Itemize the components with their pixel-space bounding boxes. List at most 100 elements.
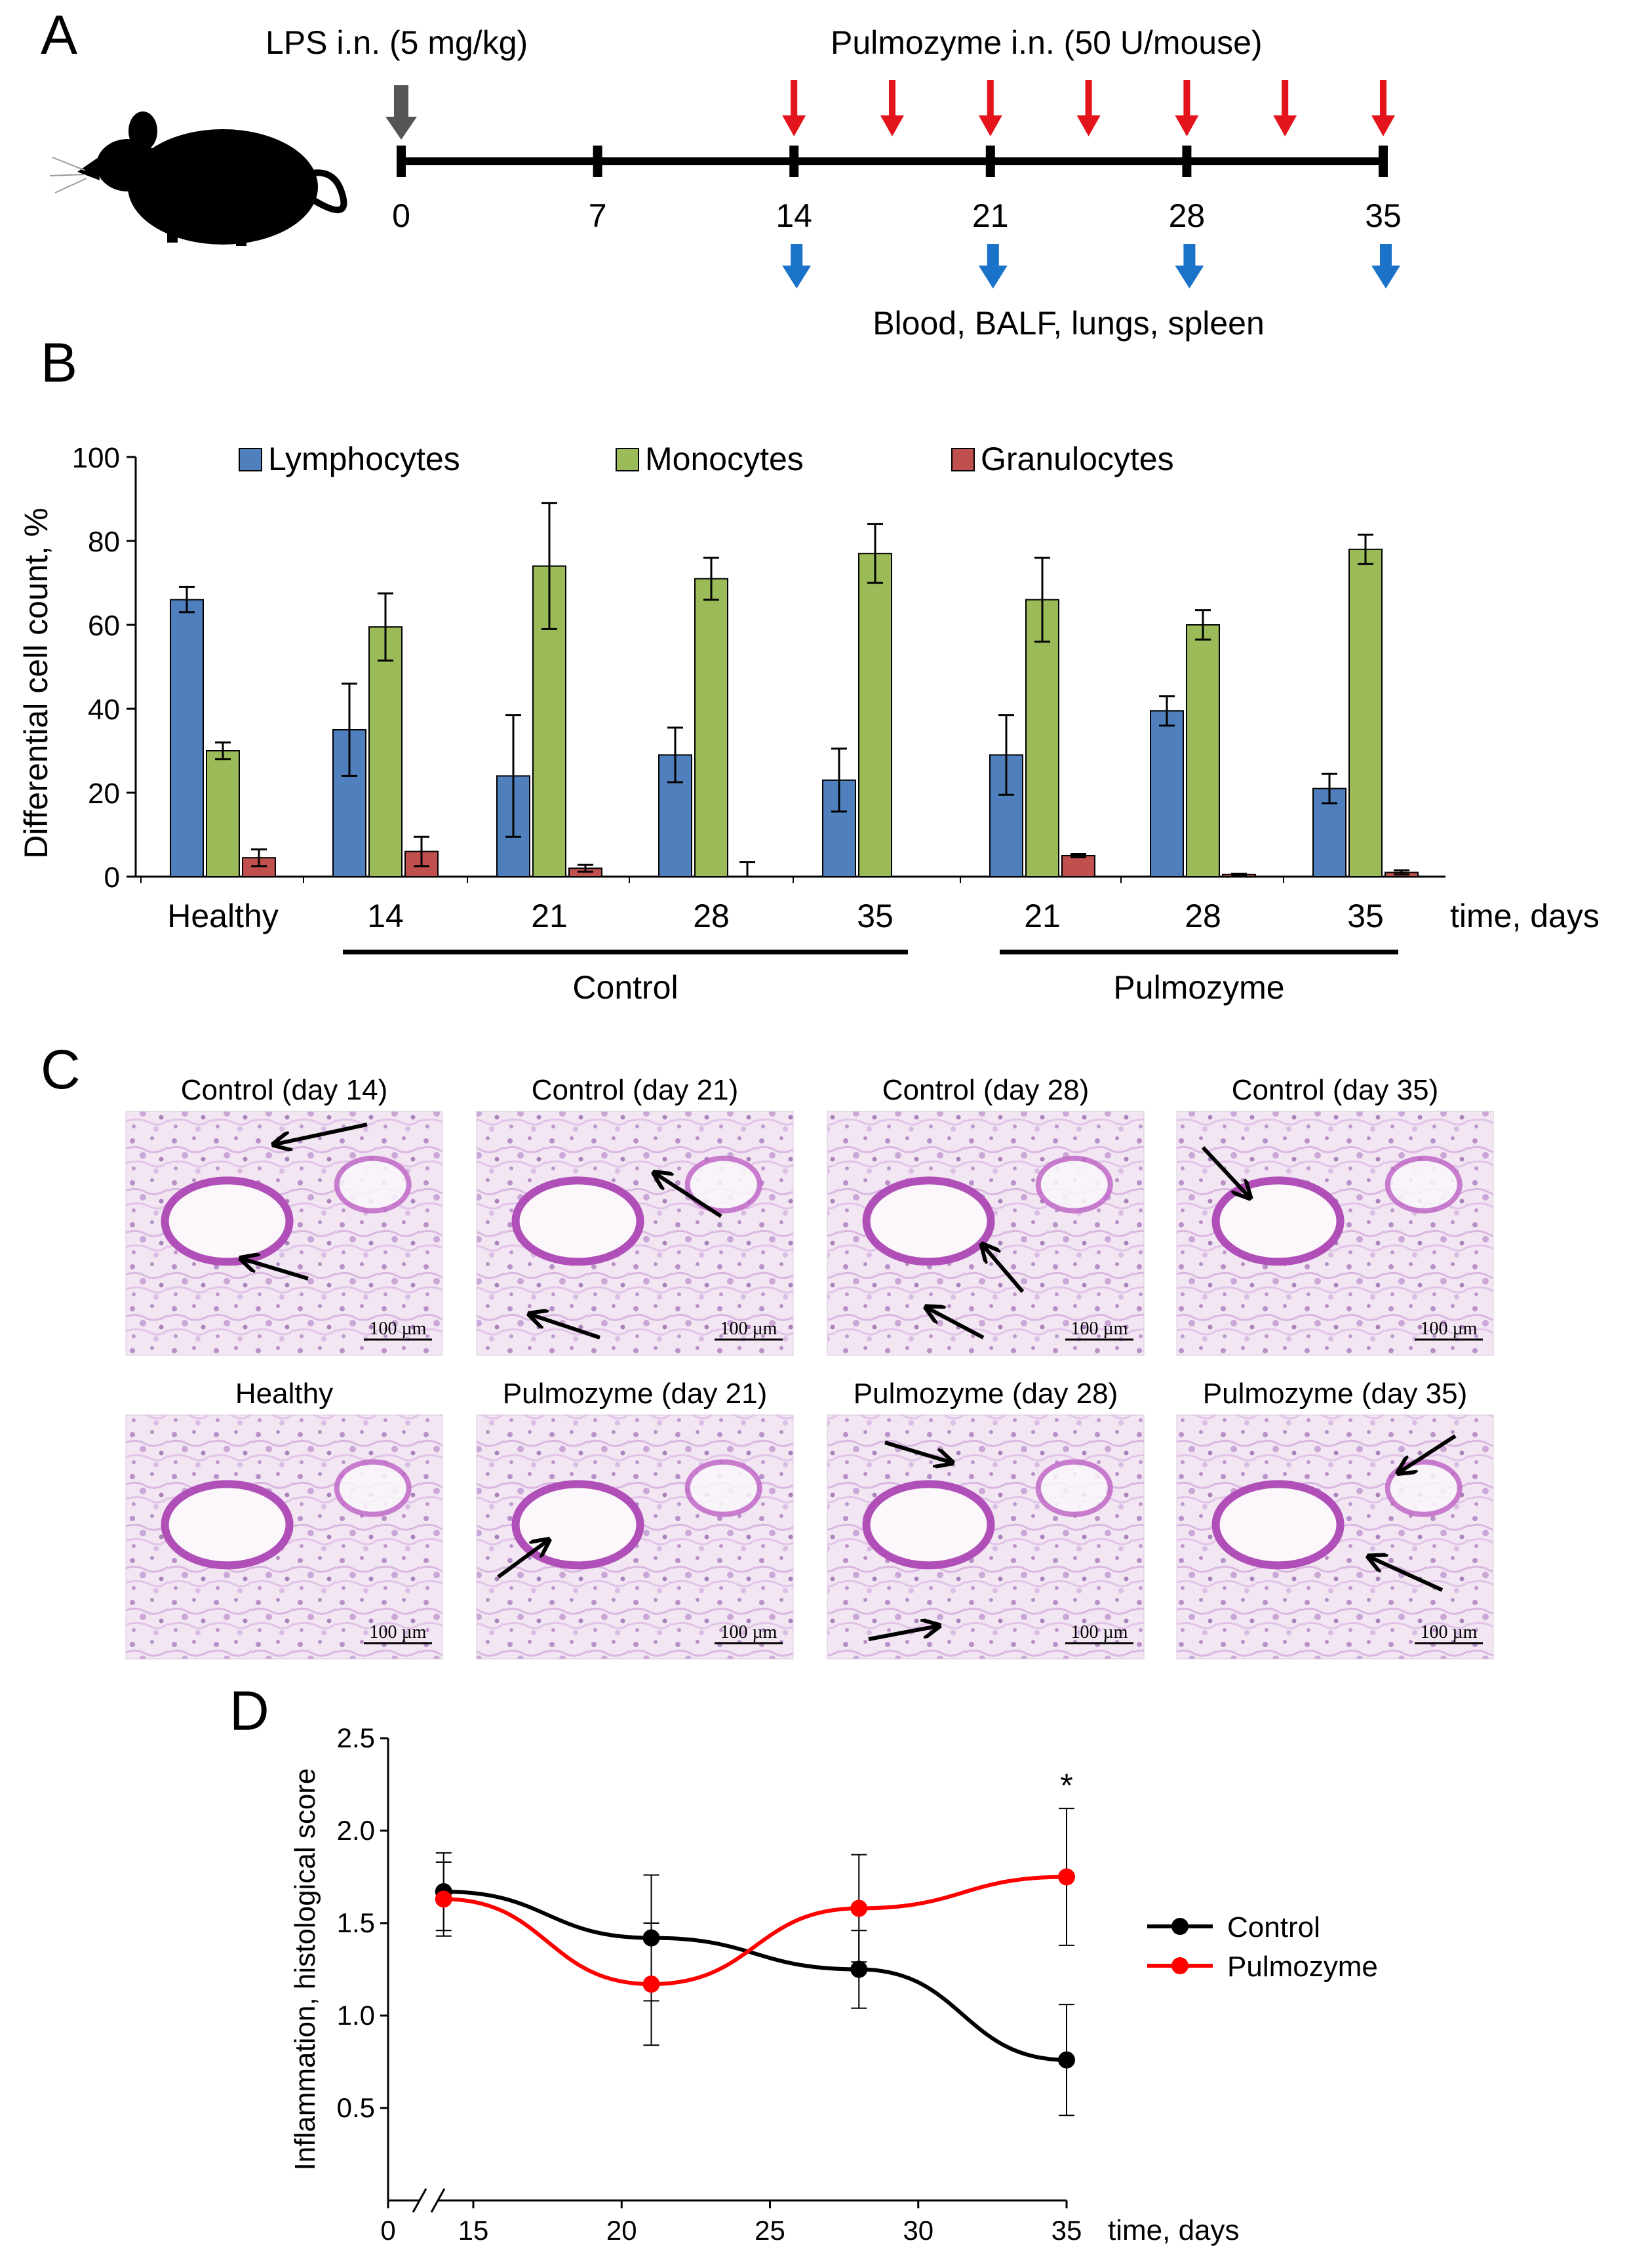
- x-tick-label: Healthy: [167, 898, 279, 934]
- annotation-arrow: [983, 1246, 1025, 1293]
- timeline-tick-label: 21: [972, 197, 1009, 234]
- panel-b: B 0 20 40 60 80 100 Differential cell count, %…: [18, 332, 1600, 1006]
- group-label: Control: [572, 969, 678, 1006]
- sampling-arrow-head: [1175, 266, 1204, 288]
- airway-lumen: [684, 1155, 762, 1214]
- annotation-arrow: [884, 1441, 951, 1462]
- treatment-arrow: [1175, 80, 1199, 136]
- line-control: [443, 1890, 1067, 2062]
- significance-marker: *: [1060, 1767, 1072, 1804]
- scale-bar-label: 100 µm: [1421, 1622, 1478, 1642]
- point-control: [850, 1960, 868, 1978]
- airway-lumen: [511, 1176, 644, 1266]
- x-tick-label: 35: [1051, 2215, 1082, 2246]
- x-tick-label: 21: [531, 898, 568, 934]
- bar-granulocytes: [1061, 855, 1095, 877]
- treatment-arrow-head: [1371, 115, 1395, 136]
- y-tick-label: 100: [72, 442, 120, 474]
- pulmozyme-label: Pulmozyme i.n. (50 U/mouse): [831, 24, 1263, 61]
- annotation-arrow: [1400, 1434, 1457, 1472]
- treatment-arrow-shaft: [889, 80, 895, 121]
- bar-monocytes: [1186, 624, 1220, 877]
- histology-image: Control (day 14) 100 µm: [125, 1074, 443, 1356]
- point-pulmozyme: [1058, 1868, 1075, 1886]
- histology-title: Pulmozyme (day 35): [1203, 1378, 1467, 1410]
- x-tick-label: 25: [755, 2215, 785, 2246]
- scale-bar-label: 100 µm: [1421, 1319, 1478, 1339]
- legend-swatch-lymphocytes: [239, 448, 262, 471]
- timeline-tick-label: 28: [1169, 197, 1206, 234]
- annotation-arrow: [868, 1626, 937, 1641]
- sampling-arrow-shaft: [987, 244, 999, 270]
- sampling-arrows: [782, 244, 1400, 288]
- histology-image: Pulmozyme (day 28) 100 µm: [827, 1378, 1145, 1660]
- airway-lumen: [1035, 1459, 1113, 1517]
- point-pulmozyme: [850, 1900, 868, 1917]
- annotation-arrow: [275, 1123, 368, 1144]
- y-tick-label: 2.5: [337, 1722, 375, 1753]
- sampling-label: Blood, BALF, lungs, spleen: [873, 305, 1265, 342]
- timeline-tick-label: 0: [392, 197, 410, 234]
- legend-label-control: Control: [1227, 1911, 1320, 1943]
- scale-bar-label: 100 µm: [1071, 1622, 1128, 1642]
- y-tick-label: 80: [88, 526, 120, 558]
- legend-label-granulocytes: Granulocytes: [981, 441, 1174, 477]
- histology-title: Healthy: [235, 1378, 333, 1410]
- airway-lumen: [1211, 1480, 1345, 1570]
- bar-lymphocytes: [170, 599, 204, 877]
- panel-a: A LPS i.n. (5 mg/kg) Pulmozyme i.n. (50 …: [41, 4, 1402, 342]
- point-control: [1058, 2051, 1075, 2069]
- scale-bar-label: 100 µm: [370, 1622, 427, 1642]
- treatment-arrow: [978, 80, 1002, 136]
- differential-cell-chart: 0 20 40 60 80 100 Differential cell count, % He…: [18, 441, 1600, 1006]
- histology-image: Control (day 35) 100 µm: [1176, 1074, 1494, 1356]
- treatment-arrow: [782, 80, 806, 136]
- sampling-arrow-shaft: [1380, 244, 1392, 270]
- bar-lymphocytes: [1150, 710, 1184, 877]
- lps-arrow: [385, 85, 417, 140]
- x-tick-label: 28: [693, 898, 730, 934]
- histology-title: Pulmozyme (day 28): [854, 1378, 1118, 1410]
- histology-title: Pulmozyme (day 21): [503, 1378, 767, 1410]
- annotation-arrow: [497, 1541, 547, 1579]
- x-tick-label: 30: [903, 2215, 933, 2246]
- y-tick-label: 1.5: [337, 1907, 375, 1938]
- timeline-tick-label: 14: [776, 197, 812, 234]
- airway-lumen: [862, 1176, 995, 1266]
- sampling-arrow: [978, 244, 1008, 288]
- sampling-arrow-head: [782, 266, 812, 288]
- legend-swatch-granulocytes: [951, 448, 975, 471]
- bar-monocytes: [1025, 599, 1059, 877]
- histological-score-chart: 0.5 1.0 1.5 2.0 2.5 0 15 20 25 30 35 Inflammation, …: [289, 1722, 1378, 2246]
- scale-bar-label: 100 µm: [720, 1622, 777, 1642]
- axis-break: [412, 2188, 427, 2213]
- x-tick-label: 20: [606, 2215, 637, 2246]
- treatment-arrow-head: [978, 115, 1002, 136]
- airway-lumen: [862, 1480, 995, 1570]
- sampling-arrow: [1371, 244, 1400, 288]
- treatment-arrow: [1273, 80, 1297, 136]
- point-pulmozyme: [642, 1976, 660, 1993]
- treatment-arrow: [880, 80, 904, 136]
- histology-title: Control (day 21): [532, 1074, 738, 1106]
- x-tick-label: 35: [857, 898, 894, 934]
- sampling-arrow-head: [978, 266, 1008, 288]
- treatment-arrow-head: [782, 115, 806, 136]
- y-tick-label: 60: [88, 610, 120, 642]
- y-tick-label: 1.0: [337, 2000, 375, 2031]
- histology-image: Control (day 21) 100 µm: [476, 1074, 794, 1356]
- timeline-tick-label: 35: [1365, 197, 1402, 234]
- airway-lumen: [1035, 1155, 1113, 1214]
- panel-d: D 0.5 1.0 1.5 2.0 2.5 0 15 20 25 30 35 Inflammation…: [229, 1680, 1378, 2246]
- x-tick-label: 0: [380, 2215, 395, 2246]
- annotation-arrow: [1201, 1145, 1249, 1197]
- legend-marker-control: [1171, 1918, 1189, 1935]
- annotation-arrow: [656, 1174, 722, 1218]
- airway-lumen: [161, 1480, 294, 1570]
- treatment-arrow-shaft: [1085, 80, 1092, 121]
- treatment-arrow-shaft: [1183, 80, 1190, 121]
- y-tick-label: 20: [88, 778, 120, 810]
- legend-label-monocytes: Monocytes: [645, 441, 804, 477]
- panel-a-label: A: [41, 4, 77, 66]
- legend-swatch-monocytes: [616, 448, 639, 471]
